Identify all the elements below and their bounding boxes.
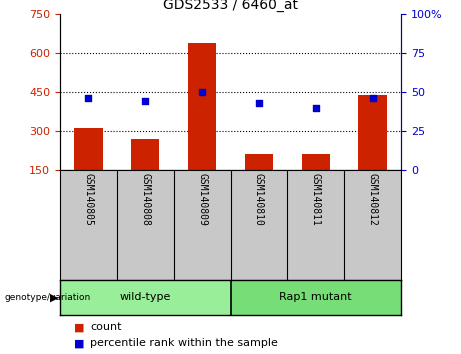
Text: GSM140805: GSM140805: [83, 173, 94, 226]
Bar: [301, 154, 330, 170]
Point: [255, 100, 263, 106]
Text: Rap1 mutant: Rap1 mutant: [279, 292, 352, 302]
Text: GSM140811: GSM140811: [311, 173, 321, 226]
Bar: [74, 129, 102, 170]
Point: [85, 96, 92, 101]
Text: percentile rank within the sample: percentile rank within the sample: [90, 338, 278, 348]
Bar: [358, 95, 387, 170]
Bar: [188, 43, 216, 170]
Text: count: count: [90, 322, 121, 332]
Text: wild-type: wild-type: [119, 292, 171, 302]
Point: [142, 98, 149, 104]
Bar: [245, 154, 273, 170]
Point: [198, 89, 206, 95]
Text: GSM140808: GSM140808: [140, 173, 150, 226]
Point: [369, 96, 376, 101]
Text: GSM140812: GSM140812: [367, 173, 378, 226]
Text: ▶: ▶: [50, 292, 59, 302]
Point: [312, 105, 319, 110]
Title: GDS2533 / 6460_at: GDS2533 / 6460_at: [163, 0, 298, 12]
Text: ■: ■: [74, 322, 84, 332]
Text: genotype/variation: genotype/variation: [5, 293, 91, 302]
Text: GSM140810: GSM140810: [254, 173, 264, 226]
Text: ■: ■: [74, 338, 84, 348]
Text: GSM140809: GSM140809: [197, 173, 207, 226]
Bar: [131, 139, 160, 170]
